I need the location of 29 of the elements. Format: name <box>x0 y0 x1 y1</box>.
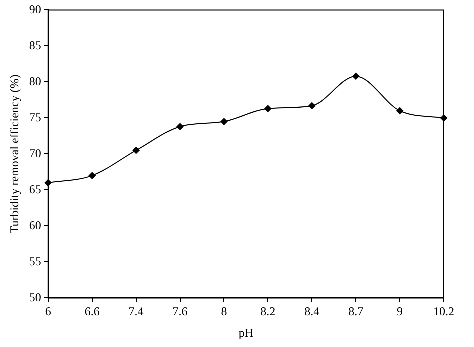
point <box>176 123 184 130</box>
point <box>264 105 272 112</box>
y-tick-label: 60 <box>29 218 42 232</box>
y-tick-label: 80 <box>29 74 42 88</box>
x-tick-label: 7.4 <box>128 304 144 319</box>
point <box>396 108 404 114</box>
y-tick-label: 65 <box>29 182 42 196</box>
x-tick-label: 7.6 <box>172 304 188 319</box>
y-tick-label: 70 <box>29 146 42 160</box>
x-axis-title: pH <box>238 326 254 340</box>
y-tick-label: 75 <box>29 110 42 124</box>
point <box>308 102 316 110</box>
y-tick-label: 50 <box>29 290 42 304</box>
x-tick-label: 8 <box>221 304 228 319</box>
x-tick-label: 9 <box>397 304 404 319</box>
point <box>220 118 228 126</box>
point <box>88 172 96 180</box>
x-tick-label: 8.7 <box>348 304 364 319</box>
y-tick-label: 85 <box>29 38 42 52</box>
x-tick-label: 6.6 <box>84 304 100 319</box>
y-axis-title: Turbidity removal efficiency (%) <box>7 74 22 234</box>
x-tick-label: 10.2 <box>434 304 454 319</box>
y-tick-label: 90 <box>29 2 42 16</box>
y-tick-label: 55 <box>29 254 42 268</box>
x-tick-label: 8.2 <box>260 304 276 319</box>
x-tick-label: 8.4 <box>304 304 320 319</box>
x-tick-label: 6 <box>45 304 52 319</box>
point <box>132 147 140 154</box>
point <box>352 72 360 80</box>
